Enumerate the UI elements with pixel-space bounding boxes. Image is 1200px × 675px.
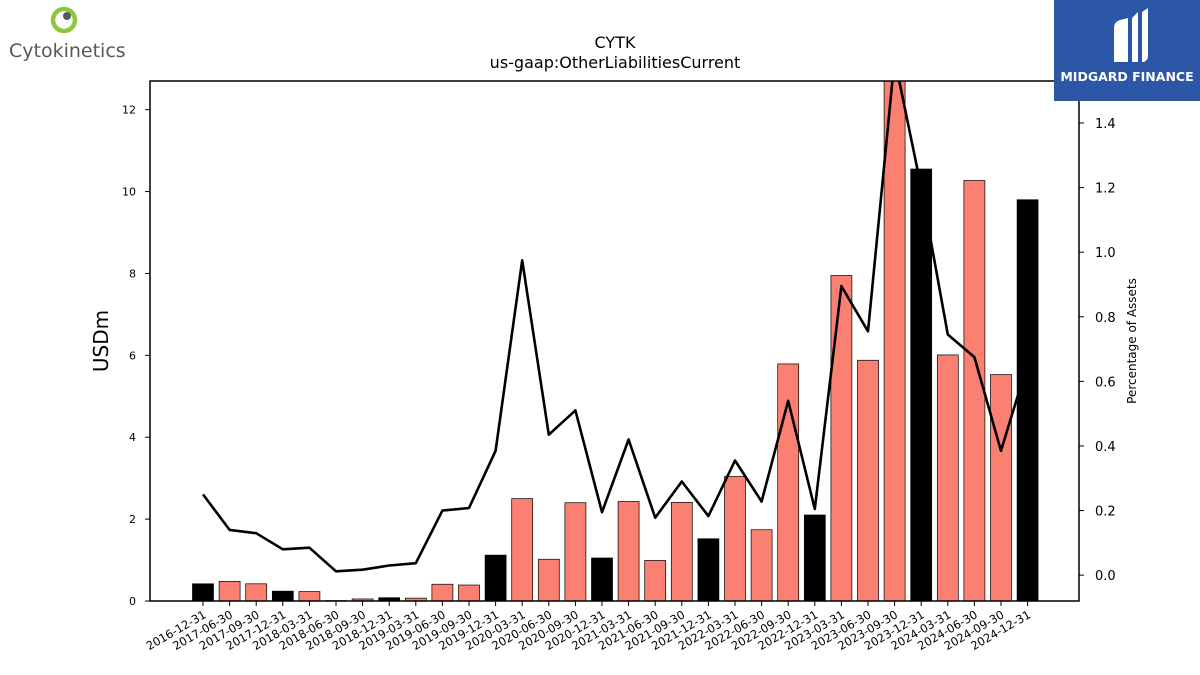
bar — [271, 590, 294, 601]
y2-tick-label: 0.6 — [1095, 375, 1116, 390]
bar — [936, 354, 959, 601]
bar — [697, 538, 720, 601]
bar — [990, 374, 1012, 601]
y2-tick-label: 1.2 — [1095, 182, 1116, 197]
y-tick-label: 10 — [122, 186, 136, 199]
bar — [910, 168, 933, 601]
bar — [750, 529, 773, 601]
y2-tick-label: 0.4 — [1095, 440, 1116, 455]
cytokinetics-logo-mark — [50, 6, 78, 34]
bar — [803, 514, 826, 601]
cytokinetics-logo-text: Cytokinetics — [9, 40, 126, 62]
y-tick-label: 0 — [129, 595, 136, 608]
bar — [777, 363, 800, 601]
plot-frame — [149, 80, 1080, 602]
line-series — [201, 81, 1029, 573]
y-tick-label: 8 — [129, 267, 136, 280]
bar — [644, 560, 667, 601]
chart-title: CYTK — [595, 33, 636, 52]
y2-tick-label: 0.2 — [1095, 505, 1116, 520]
bar — [351, 598, 374, 601]
y2-tick-label: 1.4 — [1095, 117, 1116, 132]
y2-tick-label: 0.8 — [1095, 311, 1116, 326]
y2-tick-label: 1.0 — [1095, 246, 1116, 261]
bar — [963, 180, 986, 601]
y-tick-label: 2 — [129, 513, 136, 526]
bar-series — [192, 81, 1039, 601]
bar — [537, 558, 560, 601]
y2-tick-label: 0.0 — [1095, 569, 1116, 584]
y-tick-label: 6 — [129, 349, 136, 362]
midgard-logo-text: MIDGARD FINANCE — [1060, 69, 1194, 84]
series-line — [201, 81, 1029, 573]
bar — [591, 557, 613, 601]
y-axis-left: 0 2 4 6 8 10 12 — [122, 104, 150, 608]
bar — [298, 591, 321, 601]
y-tick-label: 12 — [122, 104, 136, 117]
bar — [218, 580, 241, 601]
bar — [245, 583, 268, 601]
bar — [564, 502, 587, 601]
bar — [883, 81, 906, 601]
bar — [1016, 199, 1039, 601]
bar — [484, 554, 507, 601]
bar — [431, 583, 454, 601]
midgard-logo-mark — [1114, 8, 1148, 62]
bar — [724, 476, 746, 601]
bar — [830, 275, 853, 601]
bar — [192, 583, 214, 601]
bar — [458, 584, 480, 601]
x-axis: 2016-12-312017-06-302017-09-302017-12-31… — [144, 601, 1033, 653]
midgard-finance-logo: MIDGARD FINANCE — [1054, 0, 1200, 101]
y-axis-right: 0.0 0.2 0.4 0.6 0.8 1.0 1.2 1.4 — [1079, 117, 1116, 584]
bar — [617, 501, 640, 601]
y-axis-label: USDm — [89, 310, 113, 372]
y2-axis-label: Percentage of Assets — [1125, 278, 1139, 404]
bar — [511, 498, 534, 601]
bar — [378, 597, 401, 601]
y-tick-label: 4 — [129, 431, 136, 444]
bar — [857, 359, 879, 601]
chart-subtitle: us-gaap:OtherLiabilitiesCurrent — [490, 53, 741, 72]
bar — [670, 501, 693, 601]
cytokinetics-logo: Cytokinetics — [4, 4, 126, 62]
